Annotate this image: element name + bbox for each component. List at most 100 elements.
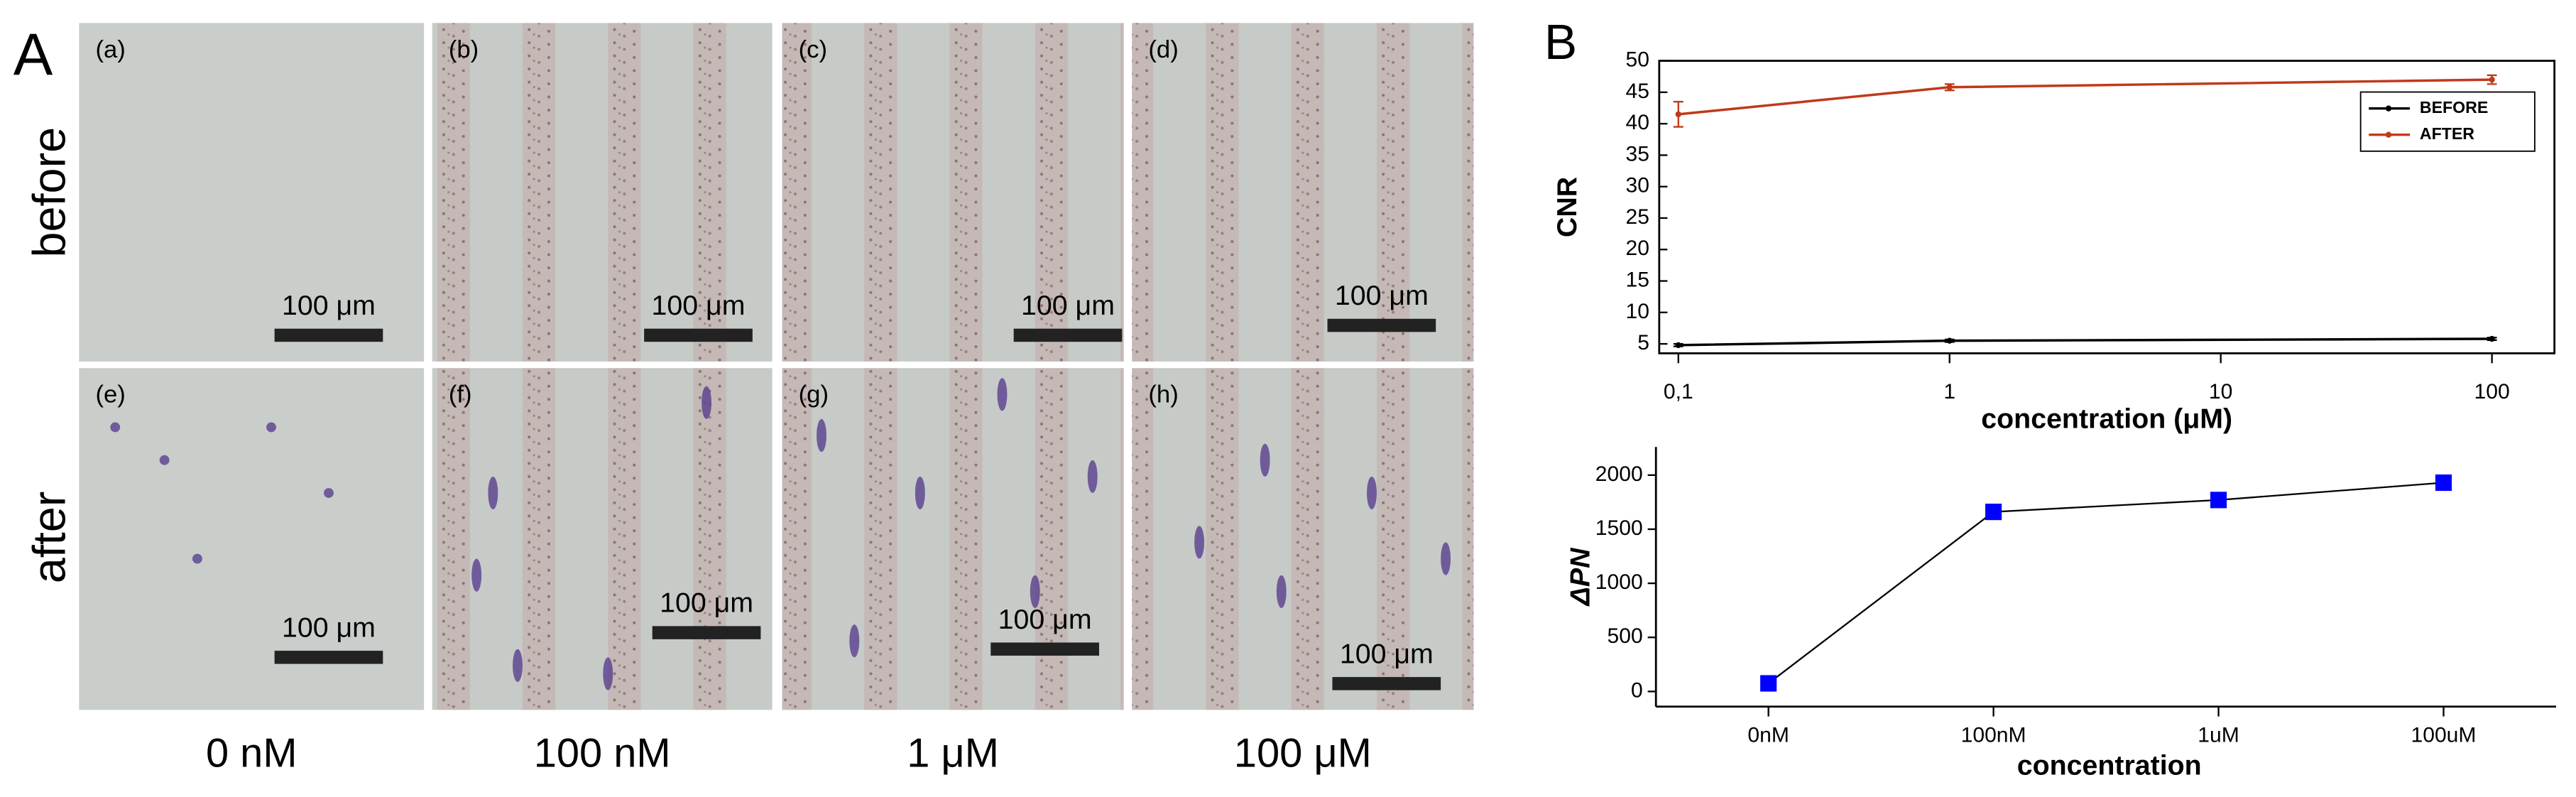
row-label: before xyxy=(23,127,75,258)
x-tick-label: 100nM xyxy=(1961,723,2026,747)
particle xyxy=(849,624,860,658)
scale-bar-label: 100 μm xyxy=(652,290,746,321)
particle xyxy=(324,488,334,498)
scale-bar xyxy=(274,328,383,342)
y-tick-label: 20 xyxy=(1625,237,1649,260)
panel-label: (g) xyxy=(799,381,829,408)
y-tick-label: 50 xyxy=(1625,48,1649,72)
figure-b-label: B xyxy=(1544,14,1577,70)
micrograph xyxy=(1132,368,1474,710)
y-tick-label: 1500 xyxy=(1595,516,1643,540)
micrograph xyxy=(782,368,1124,710)
y-tick-label: 45 xyxy=(1625,80,1649,103)
micrograph xyxy=(432,23,773,362)
panel-label: (d) xyxy=(1148,36,1178,63)
y-tick-label: 35 xyxy=(1625,142,1649,166)
x-tick-label: 1uM xyxy=(2198,723,2239,747)
series-line xyxy=(1767,482,2444,684)
data-point xyxy=(1760,675,1777,692)
legend-marker xyxy=(2385,105,2392,112)
data-point xyxy=(1946,337,1953,344)
micrograph xyxy=(1132,23,1474,362)
scale-bar xyxy=(274,651,383,664)
particle xyxy=(266,422,276,433)
panel-label: (a) xyxy=(95,36,125,63)
scale-bar-label: 100 μm xyxy=(1021,290,1115,321)
data-point xyxy=(1675,111,1681,118)
data-point xyxy=(2489,76,2495,83)
particle xyxy=(915,476,925,510)
panel-label: (f) xyxy=(449,381,472,408)
scale-bar xyxy=(990,642,1099,656)
y-tick-label: 15 xyxy=(1625,268,1649,291)
x-tick-label: 10 xyxy=(2209,380,2232,403)
particle xyxy=(159,455,170,465)
y-tick-label: 10 xyxy=(1625,300,1649,323)
figure-a-label: A xyxy=(13,21,53,87)
scale-bar-label: 100 μm xyxy=(1335,280,1429,311)
particle xyxy=(817,418,826,452)
particle xyxy=(603,657,613,690)
particle xyxy=(702,386,711,419)
scale-bar xyxy=(1327,318,1436,332)
y-tick-label: 0 xyxy=(1631,678,1643,702)
y-tick-label: 40 xyxy=(1625,111,1649,134)
scale-bar xyxy=(652,626,761,639)
micrograph xyxy=(782,23,1124,362)
y-axis-label: ΔPN xyxy=(1564,547,1595,607)
legend-label: AFTER xyxy=(2420,124,2474,143)
column-label: 100 nM xyxy=(534,730,671,776)
x-tick-label: 100uM xyxy=(2411,723,2477,747)
particle xyxy=(1260,443,1270,477)
column-label: 1 μM xyxy=(907,730,999,776)
data-point xyxy=(2435,474,2452,492)
series-line xyxy=(1678,337,2492,347)
panel-label: (e) xyxy=(95,381,125,408)
particle xyxy=(1030,575,1040,608)
y-tick-label: 2000 xyxy=(1595,462,1643,486)
scale-bar xyxy=(644,328,753,342)
x-tick-label: 0nM xyxy=(1747,723,1789,747)
y-axis-label: CNR xyxy=(1551,177,1583,237)
y-tick-label: 30 xyxy=(1625,174,1649,197)
y-tick-label: 1000 xyxy=(1595,570,1643,594)
panel-label: (c) xyxy=(799,36,827,63)
x-axis-label: concentration xyxy=(2017,750,2202,781)
scale-bar xyxy=(1013,328,1123,342)
y-tick-label: 25 xyxy=(1625,205,1649,229)
data-point xyxy=(1985,504,2002,521)
micrograph xyxy=(79,23,425,362)
column-label: 100 μM xyxy=(1234,730,1372,776)
particle xyxy=(997,378,1008,411)
x-axis-label: concentration (μM) xyxy=(1981,403,2232,435)
data-point xyxy=(2210,492,2227,509)
legend-box xyxy=(2359,91,2536,152)
y-tick-label: 500 xyxy=(1608,624,1643,648)
particle xyxy=(471,558,482,592)
legend-marker xyxy=(2385,131,2392,138)
x-tick-label: 0,1 xyxy=(1664,380,1693,403)
row-label: after xyxy=(23,492,75,584)
y-tick-label: 5 xyxy=(1637,331,1649,354)
legend-label: BEFORE xyxy=(2420,98,2488,116)
particle xyxy=(1441,542,1451,575)
particle xyxy=(110,422,121,433)
particle xyxy=(192,553,202,564)
scale-bar-label: 100 μm xyxy=(998,604,1092,635)
particle xyxy=(1194,526,1205,559)
column-label: 0 nM xyxy=(206,730,298,776)
x-tick-label: 1 xyxy=(1943,380,1955,403)
particle xyxy=(488,476,498,510)
panel-label: (h) xyxy=(1148,381,1178,408)
x-tick-label: 100 xyxy=(2474,380,2510,403)
particle xyxy=(1087,460,1098,494)
scale-bar-label: 100 μm xyxy=(282,290,376,321)
micrograph xyxy=(432,368,773,710)
scale-bar xyxy=(1332,677,1441,690)
particle xyxy=(1367,476,1377,510)
scale-bar-label: 100 μm xyxy=(282,612,376,643)
plot-frame xyxy=(1658,60,2556,354)
data-point xyxy=(1675,342,1681,349)
particle xyxy=(513,649,523,683)
